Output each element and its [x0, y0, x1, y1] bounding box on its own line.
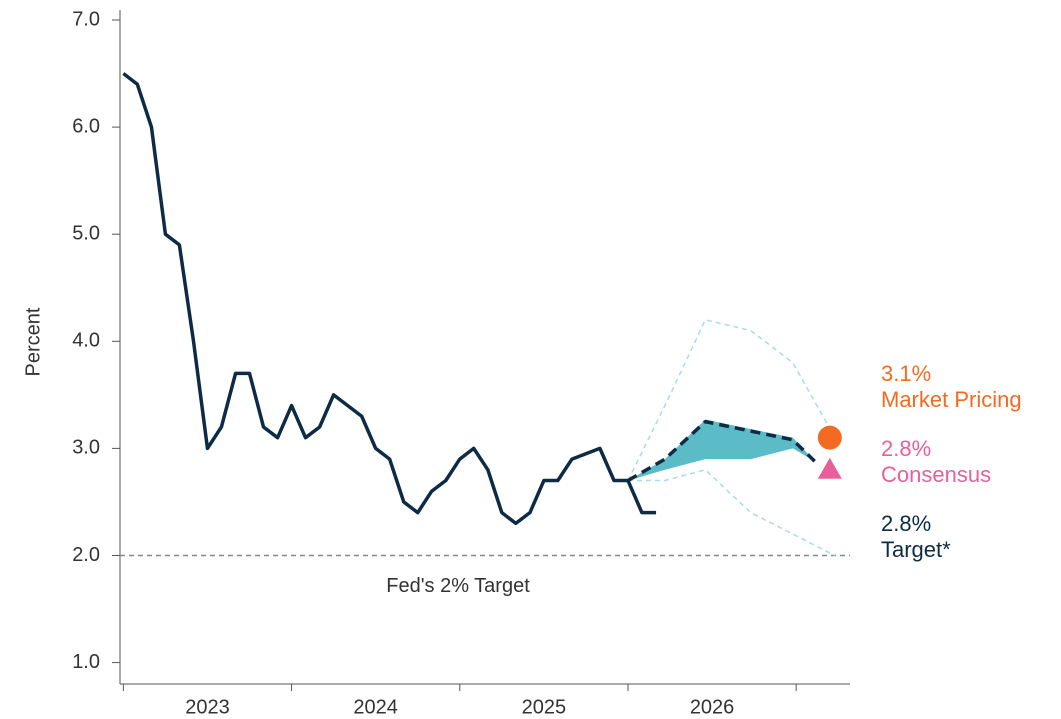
range-upper — [627, 319, 836, 481]
y-tick-label: 1.0 — [72, 651, 100, 673]
range-lower — [627, 468, 836, 557]
y-tick-label: 3.0 — [72, 437, 100, 459]
data-line — [122, 72, 657, 526]
y-tick-label: 7.0 — [72, 8, 100, 30]
target-value-label: 2.8% — [881, 511, 931, 536]
y-tick-label: 6.0 — [72, 115, 100, 137]
target-name-label: Target* — [881, 537, 951, 562]
marker-value-label: 2.8% — [881, 436, 931, 461]
y-axis-label: Percent — [22, 307, 44, 376]
marker-value-label: 3.1% — [881, 361, 931, 386]
x-tick-label: 2023 — [185, 696, 230, 718]
y-tick-label: 2.0 — [72, 544, 100, 566]
marker-name-label: Market Pricing — [881, 387, 1022, 412]
y-tick-label: 4.0 — [72, 330, 100, 352]
marker-name-label: Consensus — [881, 462, 991, 487]
marker-triangle — [817, 457, 842, 479]
forecast-band — [627, 419, 815, 481]
x-tick-label: 2024 — [353, 696, 398, 718]
y-tick-label: 5.0 — [72, 222, 100, 244]
x-tick-label: 2025 — [522, 696, 567, 718]
target-line-label: Fed's 2% Target — [386, 575, 530, 597]
marker-circle — [817, 425, 842, 450]
forecast-line — [627, 419, 816, 483]
x-tick-label: 2026 — [690, 696, 735, 718]
